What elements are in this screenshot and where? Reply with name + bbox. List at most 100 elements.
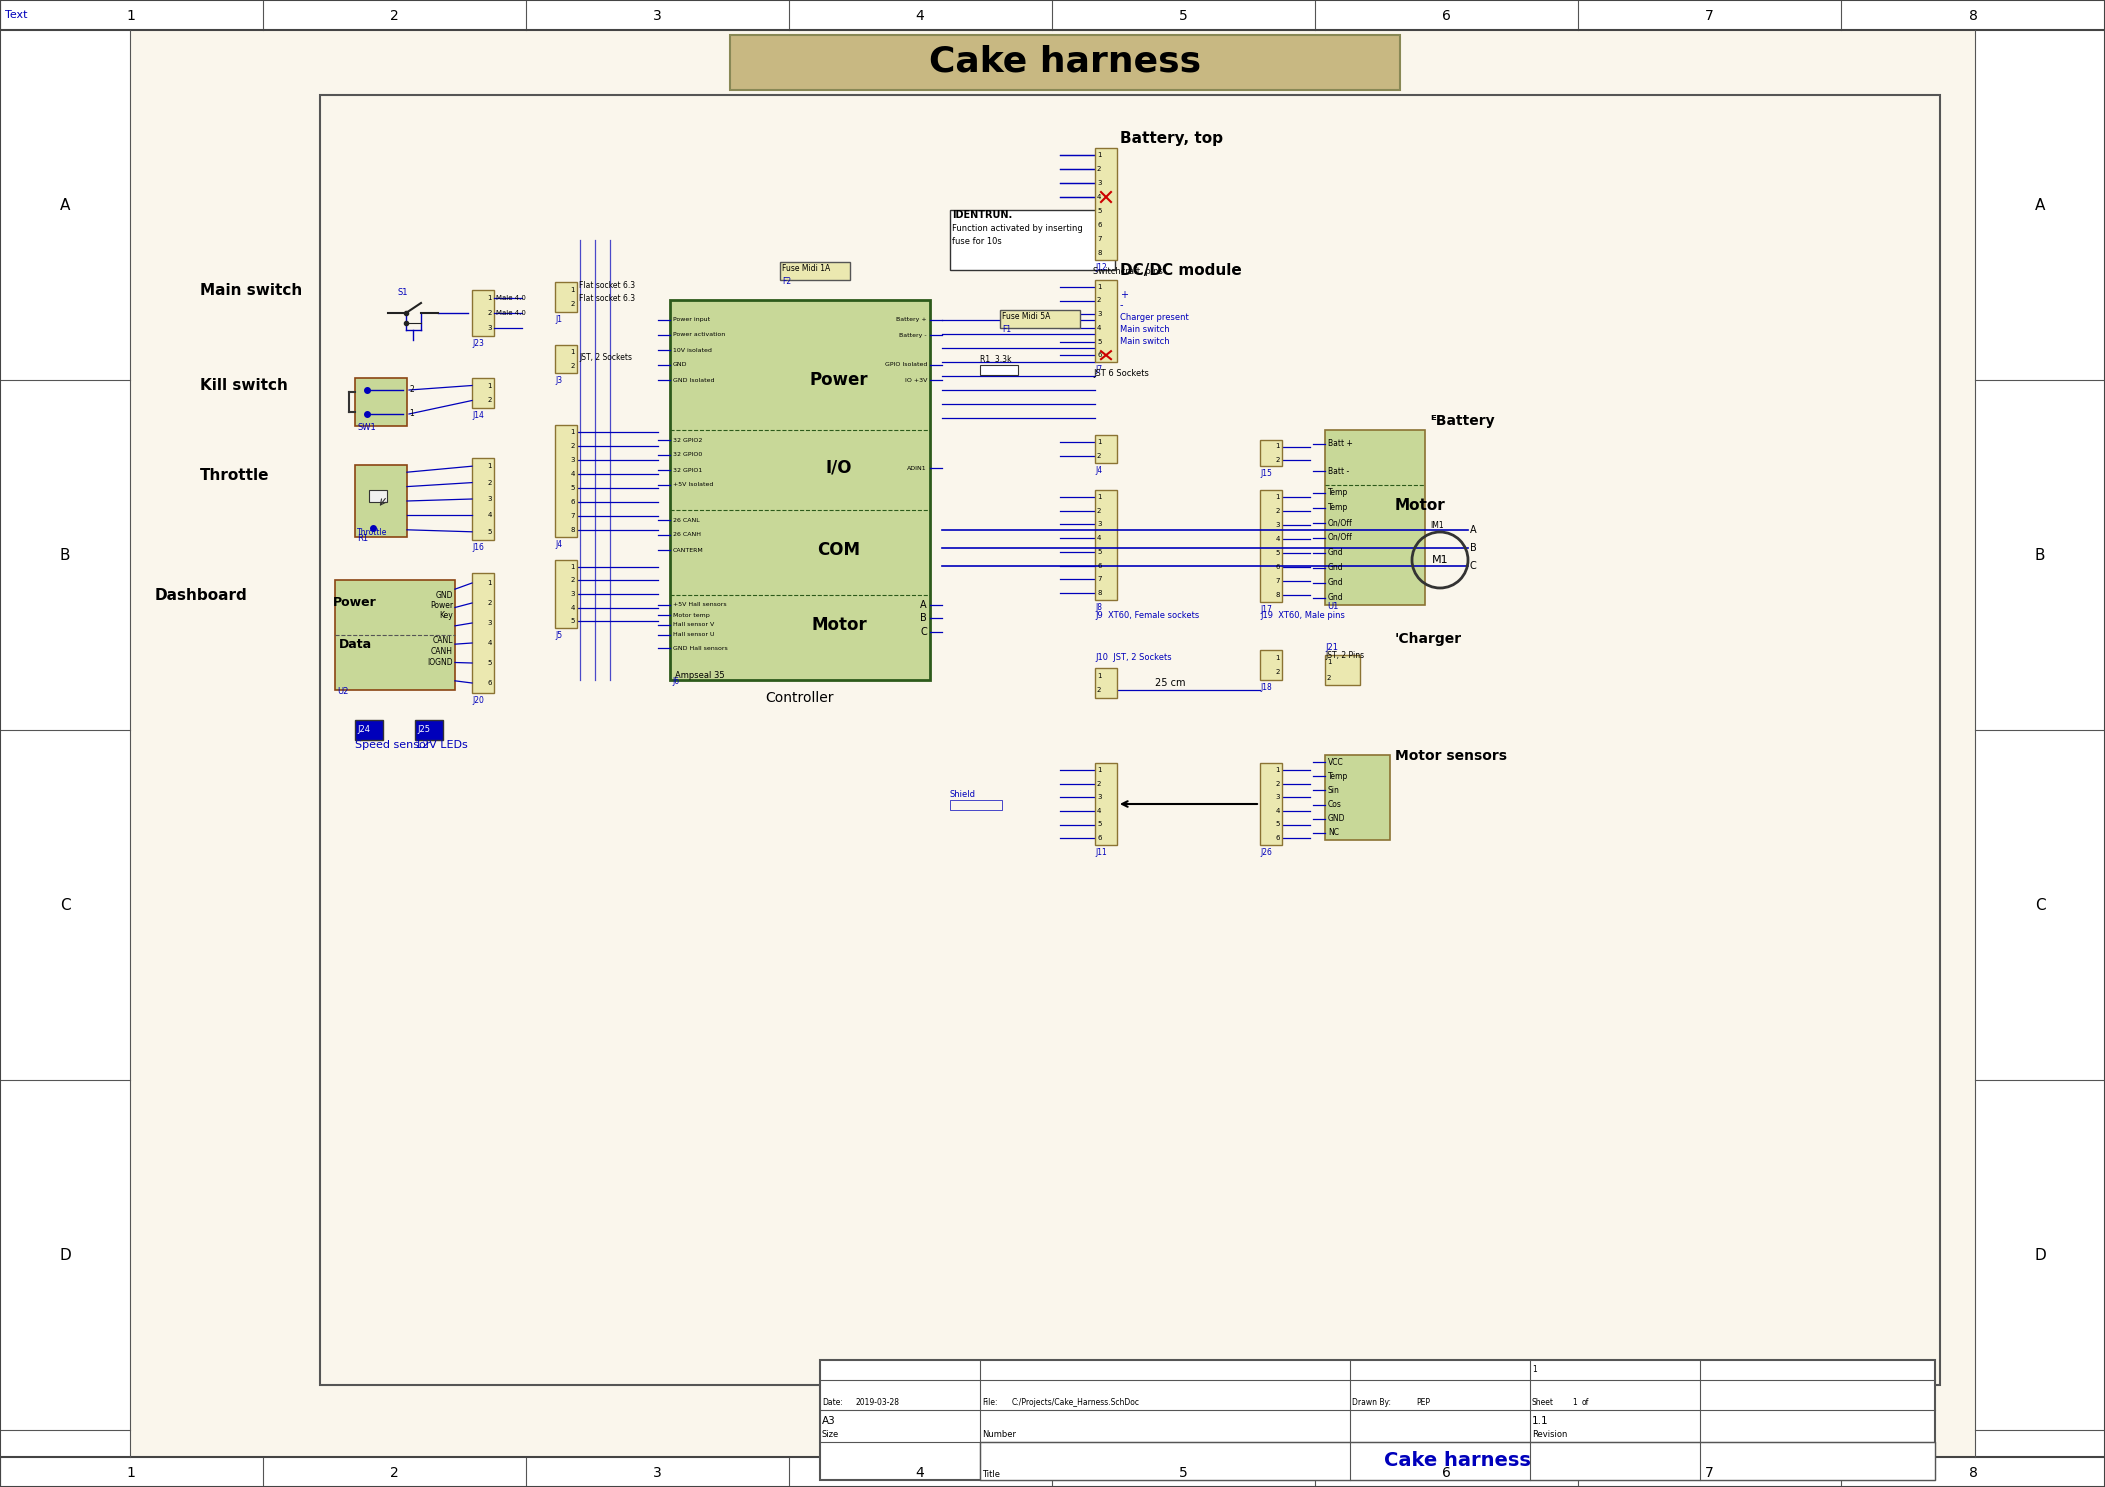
Text: Gnd: Gnd <box>1328 564 1343 572</box>
Text: 5: 5 <box>1097 208 1101 214</box>
Text: 3: 3 <box>653 1466 661 1480</box>
Text: -: - <box>1120 300 1124 309</box>
Text: 1: 1 <box>488 294 493 300</box>
Text: 6: 6 <box>1276 564 1280 570</box>
Text: Cake harness: Cake harness <box>928 45 1202 79</box>
Bar <box>981 364 1019 375</box>
Text: 6: 6 <box>1097 562 1101 568</box>
Text: 1: 1 <box>408 409 415 418</box>
Text: IM1: IM1 <box>1429 520 1444 529</box>
Text: 2: 2 <box>1097 687 1101 693</box>
Text: 8: 8 <box>1968 9 1977 22</box>
Bar <box>356 465 406 537</box>
Text: 1: 1 <box>1276 494 1280 500</box>
Text: Charger present: Charger present <box>1120 312 1189 323</box>
Text: 2: 2 <box>389 1466 398 1480</box>
Text: Hall sensor U: Hall sensor U <box>674 632 714 638</box>
Text: 4: 4 <box>916 1466 924 1480</box>
Bar <box>556 561 577 628</box>
Bar <box>1000 309 1080 329</box>
Text: Flat socket 6.3: Flat socket 6.3 <box>579 281 636 290</box>
Text: 7: 7 <box>1276 578 1280 584</box>
Text: Hall sensor V: Hall sensor V <box>674 623 714 628</box>
Text: 8: 8 <box>1097 590 1101 596</box>
Text: J18: J18 <box>1261 683 1271 691</box>
Text: J3: J3 <box>556 376 562 385</box>
Text: Power input: Power input <box>674 318 709 323</box>
Text: Motor: Motor <box>1396 498 1446 513</box>
Text: SW1: SW1 <box>358 422 377 433</box>
Text: Main switch: Main switch <box>1120 326 1170 335</box>
Text: 2: 2 <box>1097 781 1101 787</box>
Text: 4: 4 <box>488 639 493 645</box>
Text: Controller: Controller <box>766 691 834 705</box>
Text: Gnd: Gnd <box>1328 578 1343 587</box>
Text: Motor: Motor <box>810 616 867 633</box>
Text: 5: 5 <box>570 485 575 491</box>
Text: J4: J4 <box>556 540 562 549</box>
Bar <box>1095 491 1118 599</box>
Text: CANTERM: CANTERM <box>674 547 703 553</box>
Text: 8: 8 <box>570 526 575 532</box>
Bar <box>1324 654 1360 686</box>
Text: Battery, top: Battery, top <box>1120 131 1223 146</box>
Text: 2: 2 <box>1326 675 1330 681</box>
Text: 1: 1 <box>126 9 135 22</box>
Text: 1: 1 <box>1097 767 1101 773</box>
Text: 4: 4 <box>570 605 575 611</box>
Text: J7: J7 <box>1095 364 1103 375</box>
Text: 5: 5 <box>488 529 493 535</box>
Text: 6: 6 <box>1097 836 1101 842</box>
Bar <box>472 290 495 336</box>
Text: 1: 1 <box>570 349 575 355</box>
Text: CANH: CANH <box>432 647 453 656</box>
Bar <box>368 491 387 503</box>
Bar <box>1095 763 1118 845</box>
Text: +5V Isolated: +5V Isolated <box>674 482 714 488</box>
Text: 5: 5 <box>1276 821 1280 827</box>
Text: 1.1: 1.1 <box>1532 1416 1549 1426</box>
Bar <box>730 36 1400 91</box>
Text: 1: 1 <box>488 462 493 470</box>
Text: 1: 1 <box>488 382 493 388</box>
Text: Power: Power <box>429 601 453 610</box>
Text: 2: 2 <box>570 577 575 583</box>
Bar <box>781 262 850 280</box>
Text: C: C <box>59 898 69 913</box>
Text: M1: M1 <box>1431 555 1448 565</box>
Bar <box>356 720 383 741</box>
Text: Function activated by inserting: Function activated by inserting <box>951 225 1082 233</box>
Text: 4: 4 <box>916 9 924 22</box>
Text: 3: 3 <box>1276 522 1280 528</box>
Text: 8: 8 <box>1276 592 1280 598</box>
Text: Sheet: Sheet <box>1532 1398 1553 1407</box>
Text: 1: 1 <box>1097 284 1101 290</box>
Text: J5: J5 <box>556 630 562 639</box>
Text: Gnd: Gnd <box>1328 593 1343 602</box>
Text: 1: 1 <box>1326 660 1332 666</box>
Text: C: C <box>1469 561 1478 571</box>
Text: 4: 4 <box>1276 807 1280 813</box>
Text: 1: 1 <box>570 564 575 570</box>
Bar <box>949 210 1116 271</box>
Bar <box>472 458 495 540</box>
Text: S1: S1 <box>398 288 408 297</box>
Text: 4: 4 <box>1097 807 1101 813</box>
Text: 1: 1 <box>570 287 575 293</box>
Text: 5: 5 <box>488 660 493 666</box>
Text: J19  XT60, Male pins: J19 XT60, Male pins <box>1261 611 1345 620</box>
Text: 5: 5 <box>570 619 575 625</box>
Text: PEP: PEP <box>1417 1398 1429 1407</box>
Text: 2019-03-28: 2019-03-28 <box>855 1398 899 1407</box>
Bar <box>1974 30 2105 1457</box>
Text: Sin: Sin <box>1328 787 1341 796</box>
Bar <box>320 95 1941 1384</box>
Bar <box>0 1457 2105 1487</box>
Text: of: of <box>1583 1398 1589 1407</box>
Text: Batt +: Batt + <box>1328 439 1354 448</box>
Text: 10V isolated: 10V isolated <box>674 348 711 352</box>
Text: 1: 1 <box>1097 439 1101 445</box>
Text: 3: 3 <box>1276 794 1280 800</box>
Text: Dashboard: Dashboard <box>156 587 248 604</box>
Text: J12: J12 <box>1095 263 1107 272</box>
